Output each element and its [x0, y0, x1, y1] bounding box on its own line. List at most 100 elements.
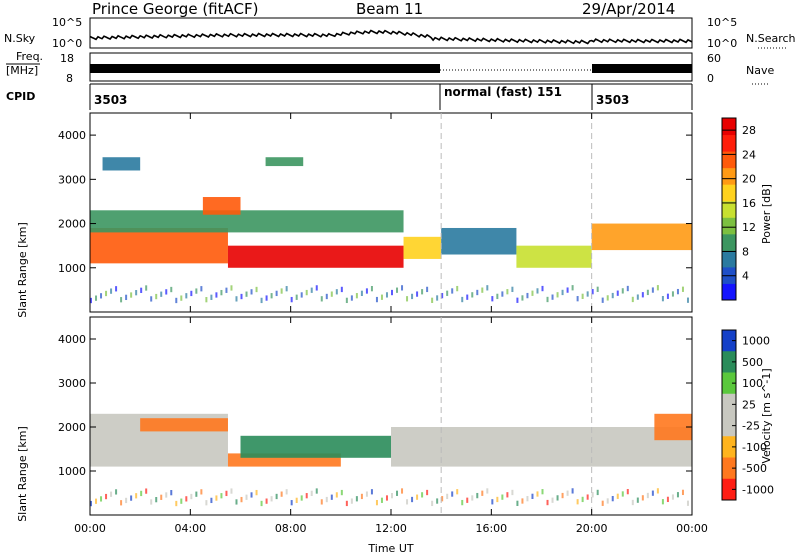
velocity-low-range-cell — [471, 495, 474, 501]
velocity-y-label: Slant Range [km] — [16, 426, 29, 522]
power-low-range-cell — [576, 296, 579, 302]
power-low-range-cell — [265, 295, 268, 301]
power-data-band — [591, 223, 692, 251]
power-low-range-cell — [416, 291, 419, 297]
power-data-band — [90, 227, 228, 264]
velocity-low-range-cell — [521, 498, 524, 504]
power-low-range-cell — [491, 296, 494, 302]
power-low-range-cell — [110, 288, 113, 294]
power-low-range-cell — [335, 289, 338, 295]
beam-label: Beam 11 — [356, 0, 424, 18]
x-tick-label: 04:00 — [174, 522, 206, 535]
power-low-range-cell — [290, 296, 293, 303]
power-low-range-cell — [566, 287, 569, 293]
velocity-low-range-cell — [95, 498, 98, 504]
velocity-low-range-cell — [265, 498, 268, 504]
power-low-range-cell — [396, 287, 399, 293]
velocity-low-range-cell — [135, 493, 138, 499]
freq-label-2: [MHz] — [6, 64, 38, 77]
power-colorbar-swatch — [722, 118, 736, 136]
power-low-range-cell — [280, 288, 283, 294]
power-data-band — [265, 157, 304, 167]
velocity-low-range-cell — [496, 496, 499, 503]
velocity-low-range-cell — [551, 497, 554, 503]
power-low-range-cell — [370, 285, 373, 292]
power-data-band — [202, 197, 241, 215]
power-low-range-cell — [651, 287, 654, 293]
nsearch-label: N.Search — [746, 32, 796, 45]
velocity-low-range-cell — [375, 499, 378, 506]
velocity-low-range-cell — [270, 496, 273, 502]
power-low-range-cell — [355, 293, 358, 299]
velocity-low-range-cell — [90, 500, 92, 507]
y-tick-label: 4000 — [58, 129, 86, 142]
power-low-range-cell — [401, 285, 404, 291]
y-tick-label: 1000 — [58, 262, 86, 275]
velocity-low-range-cell — [255, 489, 258, 496]
power-low-range-cell — [215, 292, 218, 298]
power-colorbar-swatch — [722, 233, 736, 251]
velocity-colorbar-tick-label: -500 — [742, 462, 767, 475]
power-low-range-cell — [130, 292, 133, 298]
power-low-range-cell — [556, 292, 559, 298]
velocity-low-range-cell — [661, 499, 664, 505]
velocity-low-range-cell — [200, 489, 203, 495]
power-low-range-cell — [230, 285, 233, 291]
power-colorbar-swatch — [722, 200, 736, 218]
velocity-low-range-cell — [365, 491, 368, 497]
velocity-low-range-cell — [210, 497, 213, 504]
velocity-low-range-cell — [441, 496, 444, 502]
velocity-low-range-cell — [120, 500, 123, 506]
power-low-range-cell — [190, 290, 193, 297]
velocity-low-range-cell — [350, 498, 353, 504]
freq-tick-high: 18 — [60, 52, 74, 65]
x-tick-label: 08:00 — [275, 522, 307, 535]
power-low-range-cell — [511, 286, 514, 293]
velocity-low-range-cell — [215, 495, 218, 501]
velocity-low-range-cell — [195, 491, 198, 497]
velocity-low-range-cell — [205, 500, 208, 506]
power-low-range-cell — [155, 293, 158, 300]
power-low-range-cell — [421, 289, 424, 295]
nave-tick-high: 60 — [707, 52, 721, 65]
date-label: 29/Apr/2014 — [582, 0, 676, 18]
power-low-range-cell — [195, 288, 198, 294]
velocity-low-range-cell — [230, 488, 233, 494]
power-data-band — [441, 227, 517, 255]
velocity-low-range-cell — [446, 493, 449, 500]
power-low-range-cell — [661, 295, 664, 302]
velocity-colorbar-swatch — [722, 478, 736, 501]
velocity-low-range-cell — [190, 493, 193, 500]
power-low-range-cell — [406, 296, 409, 302]
power-low-range-cell — [676, 288, 679, 295]
y-tick-label: 3000 — [58, 377, 86, 390]
velocity-data-band — [140, 418, 228, 432]
velocity-low-range-cell — [556, 495, 559, 501]
velocity-low-range-cell — [300, 495, 303, 501]
power-low-range-cell — [200, 286, 203, 292]
power-low-range-cell — [295, 294, 298, 300]
velocity-low-range-cell — [391, 493, 393, 499]
velocity-colorbar-tick-label: -100 — [742, 441, 767, 454]
power-colorbar-tick-label: 28 — [742, 124, 756, 137]
power-colorbar-swatch — [722, 184, 736, 202]
velocity-colorbar-tick-label: 100 — [742, 377, 763, 390]
velocity-low-range-cell — [431, 500, 434, 507]
power-low-range-cell — [185, 293, 188, 299]
cpid-segment-3: 3503 — [596, 93, 629, 107]
velocity-colorbar-swatch — [722, 415, 736, 437]
y-tick-label: 2000 — [58, 421, 86, 434]
power-low-range-cell — [506, 289, 509, 295]
velocity-low-range-cell — [185, 496, 188, 502]
power-low-range-cell — [210, 294, 213, 300]
velocity-colorbar: 1000 500 100 25 -25 -100 -500 -1000 — [721, 329, 774, 501]
velocity-low-range-cell — [681, 489, 684, 496]
velocity-low-range-cell — [626, 488, 629, 495]
velocity-low-range-cell — [546, 499, 549, 506]
velocity-low-range-cell — [476, 492, 479, 499]
power-low-range-cell — [581, 293, 584, 299]
velocity-low-range-cell — [596, 489, 599, 496]
velocity-low-range-cell — [606, 498, 609, 504]
power-low-range-cell — [260, 297, 263, 304]
power-low-range-cell — [441, 292, 444, 299]
